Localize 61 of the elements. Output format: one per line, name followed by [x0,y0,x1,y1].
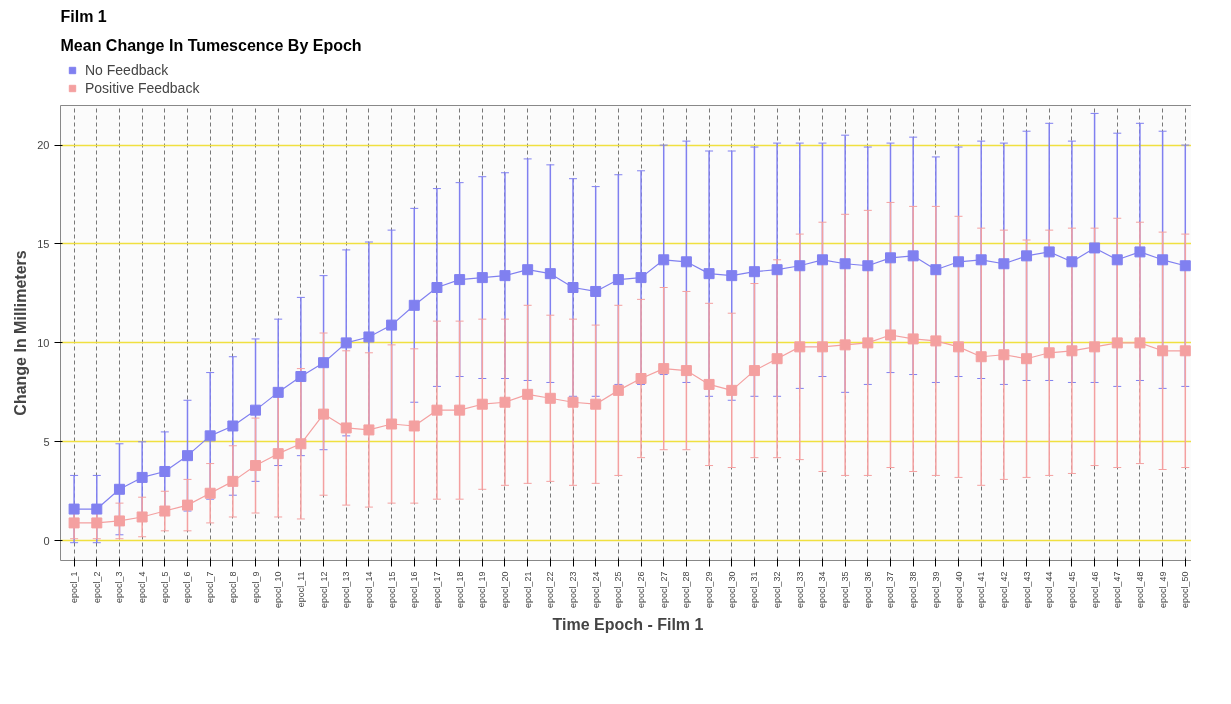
x-tick-label: epocl_13 [341,571,352,609]
x-tick-label: epocl_29 [704,571,715,609]
x-tick-label: epocl_6 [182,571,193,604]
y-axis-title: Change In Millimeters [12,250,30,416]
x-tick-label: epocl_46 [1089,571,1100,609]
x-tick-label: epocl_40 [953,571,964,609]
y-tick-label: 15 [37,237,50,250]
x-tick-label: epocl_42 [998,571,1009,609]
x-tick-label: epocl_44 [1044,571,1055,609]
x-tick-label: epocl_24 [590,571,601,609]
x-tick-label: epocl_3 [114,571,125,604]
x-tick-label: epocl_4 [137,571,148,604]
x-tick-label: epocl_7 [205,571,216,604]
x-tick-label: epocl_14 [363,571,374,609]
x-tick-label: epocl_19 [477,571,488,609]
x-tick-label: epocl_30 [726,571,737,609]
x-tick-label: epocl_31 [749,571,760,609]
x-tick-label: epocl_43 [1021,571,1032,609]
x-tick-label: epocl_39 [930,571,941,609]
x-tick-label: epocl_45 [1066,571,1077,609]
chart-title: Film 1 [60,7,107,25]
x-tick-label: epocl_47 [1112,571,1123,609]
x-tick-label: epocl_9 [250,571,261,604]
x-tick-label: epocl_15 [386,571,397,609]
x-tick-label: epocl_1 [69,571,80,604]
x-tick-label: epocl_8 [227,571,238,604]
x-tick-label: epocl_33 [794,571,805,609]
x-tick-label: epocl_36 [862,571,873,609]
x-tick-label: epocl_5 [159,571,170,604]
x-tick-label: epocl_23 [568,571,579,609]
x-tick-label: epocl_21 [522,571,533,609]
x-tick-label: epocl_28 [681,571,692,609]
x-tick-label: epocl_49 [1157,571,1168,609]
legend-label: No Feedback [85,62,169,78]
x-tick-label: epocl_41 [976,571,987,609]
x-tick-label: epocl_27 [658,571,669,609]
legend-label: Positive Feedback [85,80,200,96]
x-tick-label: epocl_35 [840,571,851,609]
y-tick-label: 10 [37,336,50,349]
x-tick-label: epocl_48 [1134,571,1145,609]
y-tick-label: 20 [37,139,50,152]
chart-subtitle: Mean Change In Tumescence By Epoch [60,36,362,54]
x-tick-label: epocl_34 [817,571,828,609]
x-tick-label: epocl_2 [91,571,102,604]
y-tick-label: 0 [43,534,50,547]
x-tick-label: epocl_11 [295,571,306,608]
y-tick-label: 5 [43,435,50,448]
x-tick-label: epocl_16 [409,571,420,609]
x-tick-label: epocl_10 [273,571,284,609]
x-tick-label: epocl_25 [613,571,624,609]
x-tick-label: epocl_26 [636,571,647,609]
x-axis-title: Time Epoch - Film 1 [552,616,704,634]
x-tick-label: epocl_22 [545,571,556,609]
x-tick-label: epocl_18 [454,571,465,609]
x-tick-label: epocl_17 [431,571,442,609]
x-tick-label: epocl_50 [1180,571,1191,609]
x-tick-label: epocl_37 [885,571,896,609]
x-tick-label: epocl_38 [908,571,919,609]
x-tick-label: epocl_12 [318,571,329,609]
x-tick-label: epocl_20 [499,571,510,609]
x-tick-label: epocl_32 [772,571,783,609]
